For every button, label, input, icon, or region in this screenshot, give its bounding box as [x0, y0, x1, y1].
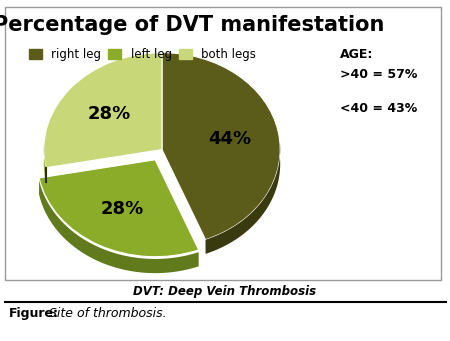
Polygon shape [39, 180, 199, 273]
Text: Percentage of DVT manifestation: Percentage of DVT manifestation [0, 15, 385, 35]
Text: DVT: Deep Vein Thrombosis: DVT: Deep Vein Thrombosis [134, 285, 316, 298]
Legend: right leg, left leg, both legs: right leg, left leg, both legs [24, 43, 261, 66]
Text: <40 = 43%: <40 = 43% [340, 102, 417, 115]
Text: >40 = 57%: >40 = 57% [340, 68, 417, 81]
Text: Site of thrombosis.: Site of thrombosis. [45, 307, 166, 320]
Wedge shape [39, 160, 199, 257]
Text: 28%: 28% [88, 105, 131, 123]
Polygon shape [44, 142, 46, 182]
Wedge shape [162, 53, 280, 240]
Wedge shape [44, 53, 162, 168]
Text: AGE:: AGE: [340, 48, 373, 61]
Text: 44%: 44% [208, 130, 251, 148]
Text: Figure:: Figure: [9, 307, 59, 320]
Text: 28%: 28% [100, 200, 144, 218]
Polygon shape [206, 143, 280, 254]
